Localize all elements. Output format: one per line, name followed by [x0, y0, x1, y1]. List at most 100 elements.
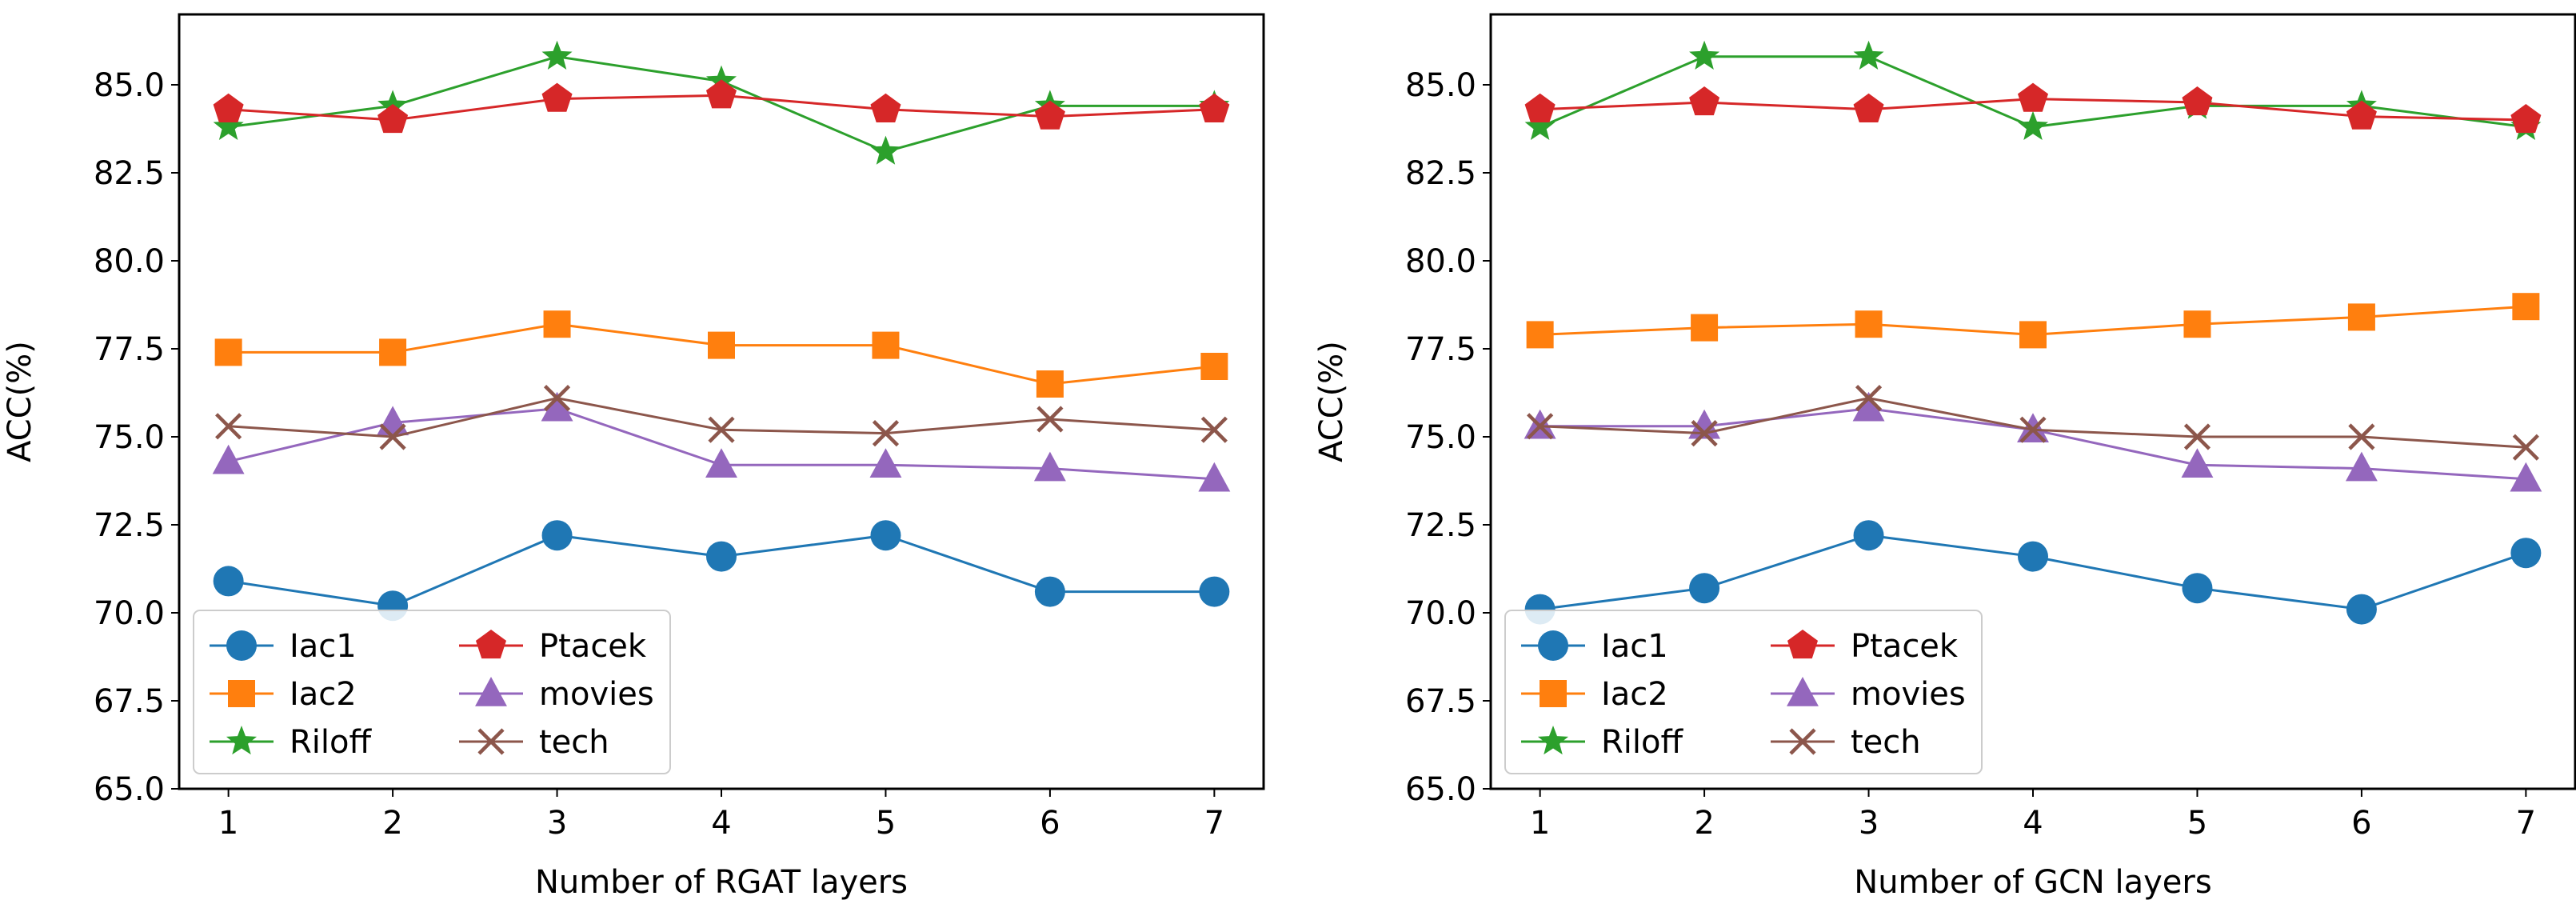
data-point [2019, 321, 2047, 349]
y-tick-label: 82.5 [94, 155, 165, 192]
x-axis-label: Number of GCN layers [1854, 864, 2211, 901]
legend: Iac1 Iac2 Riloff Ptacek movies tech [193, 610, 671, 774]
data-point [1034, 100, 1065, 130]
x-tick-label: 6 [2351, 805, 2371, 842]
x-tick-label: 4 [2023, 805, 2043, 842]
series-movies [212, 391, 1231, 492]
data-point [2346, 594, 2377, 625]
data-point [1853, 520, 1884, 551]
data-point [1853, 40, 1884, 70]
legend-marker [1787, 630, 1819, 659]
data-point [1853, 93, 1884, 122]
legend-entry-riloff: Riloff [210, 724, 372, 761]
data-point [214, 338, 242, 366]
y-tick-label: 67.5 [1405, 683, 1476, 720]
data-point [1524, 93, 1556, 122]
data-point [1033, 451, 1066, 482]
x-axis-label: Number of RGAT layers [535, 864, 908, 901]
data-point [2182, 573, 2213, 604]
data-point [2345, 451, 2378, 482]
series-tech [1527, 385, 2539, 461]
legend-entry-movies: movies [1771, 676, 1966, 713]
data-point [870, 520, 901, 551]
axes-frame [1489, 13, 2576, 790]
legend-label: Riloff [1601, 724, 1683, 761]
data-point [1691, 420, 1718, 447]
data-point [541, 520, 573, 551]
data-point [1689, 40, 1720, 70]
y-axis-label: ACC(%) [2, 341, 38, 462]
data-point [2183, 423, 2211, 450]
legend-box [1504, 610, 1983, 774]
data-point [708, 331, 735, 359]
y-tick-label: 85.0 [94, 67, 165, 104]
x-tick-label: 1 [218, 805, 238, 842]
data-point [1526, 321, 1554, 349]
data-point [1691, 314, 1719, 342]
data-point [2510, 104, 2542, 134]
data-point [1200, 353, 1228, 380]
data-point [1034, 576, 1065, 607]
y-tick-label: 75.0 [1405, 419, 1476, 456]
data-point [870, 135, 901, 165]
legend-entry-tech: tech [1771, 724, 1921, 761]
data-point [870, 93, 901, 122]
data-point [212, 444, 245, 474]
data-point [2019, 416, 2047, 443]
legend-entry-iac2: Iac2 [1521, 676, 1668, 713]
legend-label: movies [539, 676, 654, 713]
x-tick-label: 5 [876, 805, 896, 842]
legend-label: Iac1 [1601, 628, 1668, 665]
legend-entry-riloff: Riloff [1521, 724, 1683, 761]
x-tick-label: 2 [382, 805, 402, 842]
data-point [1689, 573, 1720, 604]
data-point [708, 416, 735, 443]
legend-marker [1538, 630, 1568, 661]
x-tick-label: 3 [547, 805, 567, 842]
y-tick-label: 75.0 [94, 419, 165, 456]
data-point [2346, 100, 2377, 130]
data-point [2510, 462, 2542, 492]
legend-marker [1787, 677, 1819, 706]
legend: Iac1 Iac2 Riloff Ptacek movies tech [1504, 610, 1983, 774]
data-point [705, 79, 737, 109]
y-tick-label: 65.0 [94, 771, 165, 808]
data-point [377, 104, 409, 134]
y-tick-label: 72.5 [1405, 507, 1476, 544]
data-point [2183, 310, 2211, 338]
legend-label: Iac2 [290, 676, 357, 713]
series-iac2 [1526, 293, 2540, 349]
data-point [1855, 385, 1883, 412]
legend-marker [477, 728, 505, 755]
y-axis-label: ACC(%) [1313, 341, 1350, 462]
legend-label: Iac1 [290, 628, 357, 665]
data-point [2510, 538, 2542, 569]
data-point [2017, 82, 2049, 112]
data-point [1689, 86, 1720, 116]
legend-entry-iac1: Iac1 [1521, 628, 1668, 665]
data-point [1199, 93, 1230, 122]
data-point [1200, 416, 1228, 443]
legend-marker [1789, 728, 1816, 755]
legend-entry-ptacek: Ptacek [459, 628, 647, 665]
data-point [1199, 576, 1230, 607]
series-iac1 [213, 520, 1230, 622]
x-tick-label: 2 [1694, 805, 1714, 842]
y-tick-label: 65.0 [1405, 771, 1476, 808]
legend-label: tech [539, 724, 609, 761]
x-tick-label: 4 [711, 805, 731, 842]
x-tick-label: 7 [2516, 805, 2536, 842]
data-point [1527, 413, 1554, 440]
data-point [215, 413, 242, 440]
data-point [2182, 86, 2213, 116]
x-tick-label: 6 [1040, 805, 1060, 842]
series-ptacek [213, 79, 1230, 134]
x-tick-label: 5 [2187, 805, 2207, 842]
legend-marker [228, 680, 255, 707]
data-point [1855, 310, 1883, 338]
y-tick-label: 67.5 [94, 683, 165, 720]
data-point [1852, 391, 1885, 422]
legend-entry-tech: tech [459, 724, 609, 761]
legend-label: tech [1851, 724, 1921, 761]
